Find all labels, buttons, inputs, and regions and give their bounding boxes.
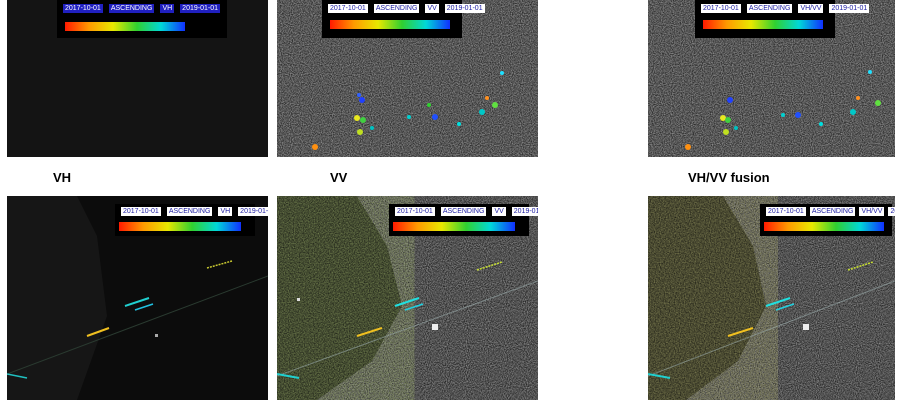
date-end: 2019-01-01 [180,4,220,13]
date-end: 2019-01-01 [511,207,538,216]
date-end: 2019-01-01 [238,207,268,216]
panel-bottom-vh: 2017-10-01 ASCENDING VH 2019-01-01 [7,196,268,400]
panel-bottom-vv: 2017-10-01 ASCENDING VV 2019-01-01 [277,196,538,400]
caption-vh: VH [53,170,72,185]
panel-top-fusion: 2017-10-01 ASCENDING VH/VV 2019-01-01 [648,0,895,157]
polarization-label: VH [160,4,175,13]
caption-fusion: VH/VV fusion [688,170,770,185]
colorbar [764,222,884,231]
panel-top-vv: 2017-10-01 ASCENDING VV 2019-01-01 [277,0,538,157]
colorbar [65,22,185,31]
legend: 2017-10-01 ASCENDING VH/VV 2019-01-01 [695,0,870,38]
sar-image [648,0,895,157]
polarization-label: VV [425,4,439,13]
legend: 2017-10-01 ASCENDING VH/VV 2019-01-01 [760,204,895,236]
date-start: 2017-10-01 [395,207,435,216]
date-start: 2017-10-01 [63,4,103,13]
colorbar [703,20,823,29]
orbit-label: ASCENDING [108,4,155,13]
panel-top-vh: 2017-10-01 ASCENDING VH 2019-01-01 [7,0,268,157]
date-end: 2019-01-01 [444,4,485,13]
legend: 2017-10-01 ASCENDING VV 2019-01-01 [322,0,485,38]
date-start: 2017-10-01 [766,207,806,216]
legend: 2017-10-01 ASCENDING VV 2019-01-01 [389,204,538,236]
caption-vv: VV [330,170,348,185]
date-start: 2017-10-01 [701,4,741,13]
polarization-label: VH/VV [859,207,885,216]
date-end: 2019-01-01 [888,207,895,216]
date-start: 2017-10-01 [121,207,161,216]
polarization-label: VH [218,207,233,216]
colorbar [330,20,450,29]
date-end: 2019-01-01 [829,4,870,13]
polarization-label: VV [492,207,506,216]
colorbar [393,222,515,231]
orbit-label: ASCENDING [440,207,487,216]
legend: 2017-10-01 ASCENDING VH 2019-01-01 [57,0,227,38]
orbit-label: ASCENDING [373,4,420,13]
legend: 2017-10-01 ASCENDING VH 2019-01-01 [115,204,268,236]
polarization-label: VH/VV [798,4,824,13]
orbit-label: ASCENDING [166,207,213,216]
panel-bottom-fusion: 2017-10-01 ASCENDING VH/VV 2019-01-01 [648,196,895,400]
colorbar [119,222,241,231]
orbit-label: ASCENDING [809,207,856,216]
sar-image [648,196,895,400]
orbit-label: ASCENDING [746,4,793,13]
date-start: 2017-10-01 [328,4,368,13]
